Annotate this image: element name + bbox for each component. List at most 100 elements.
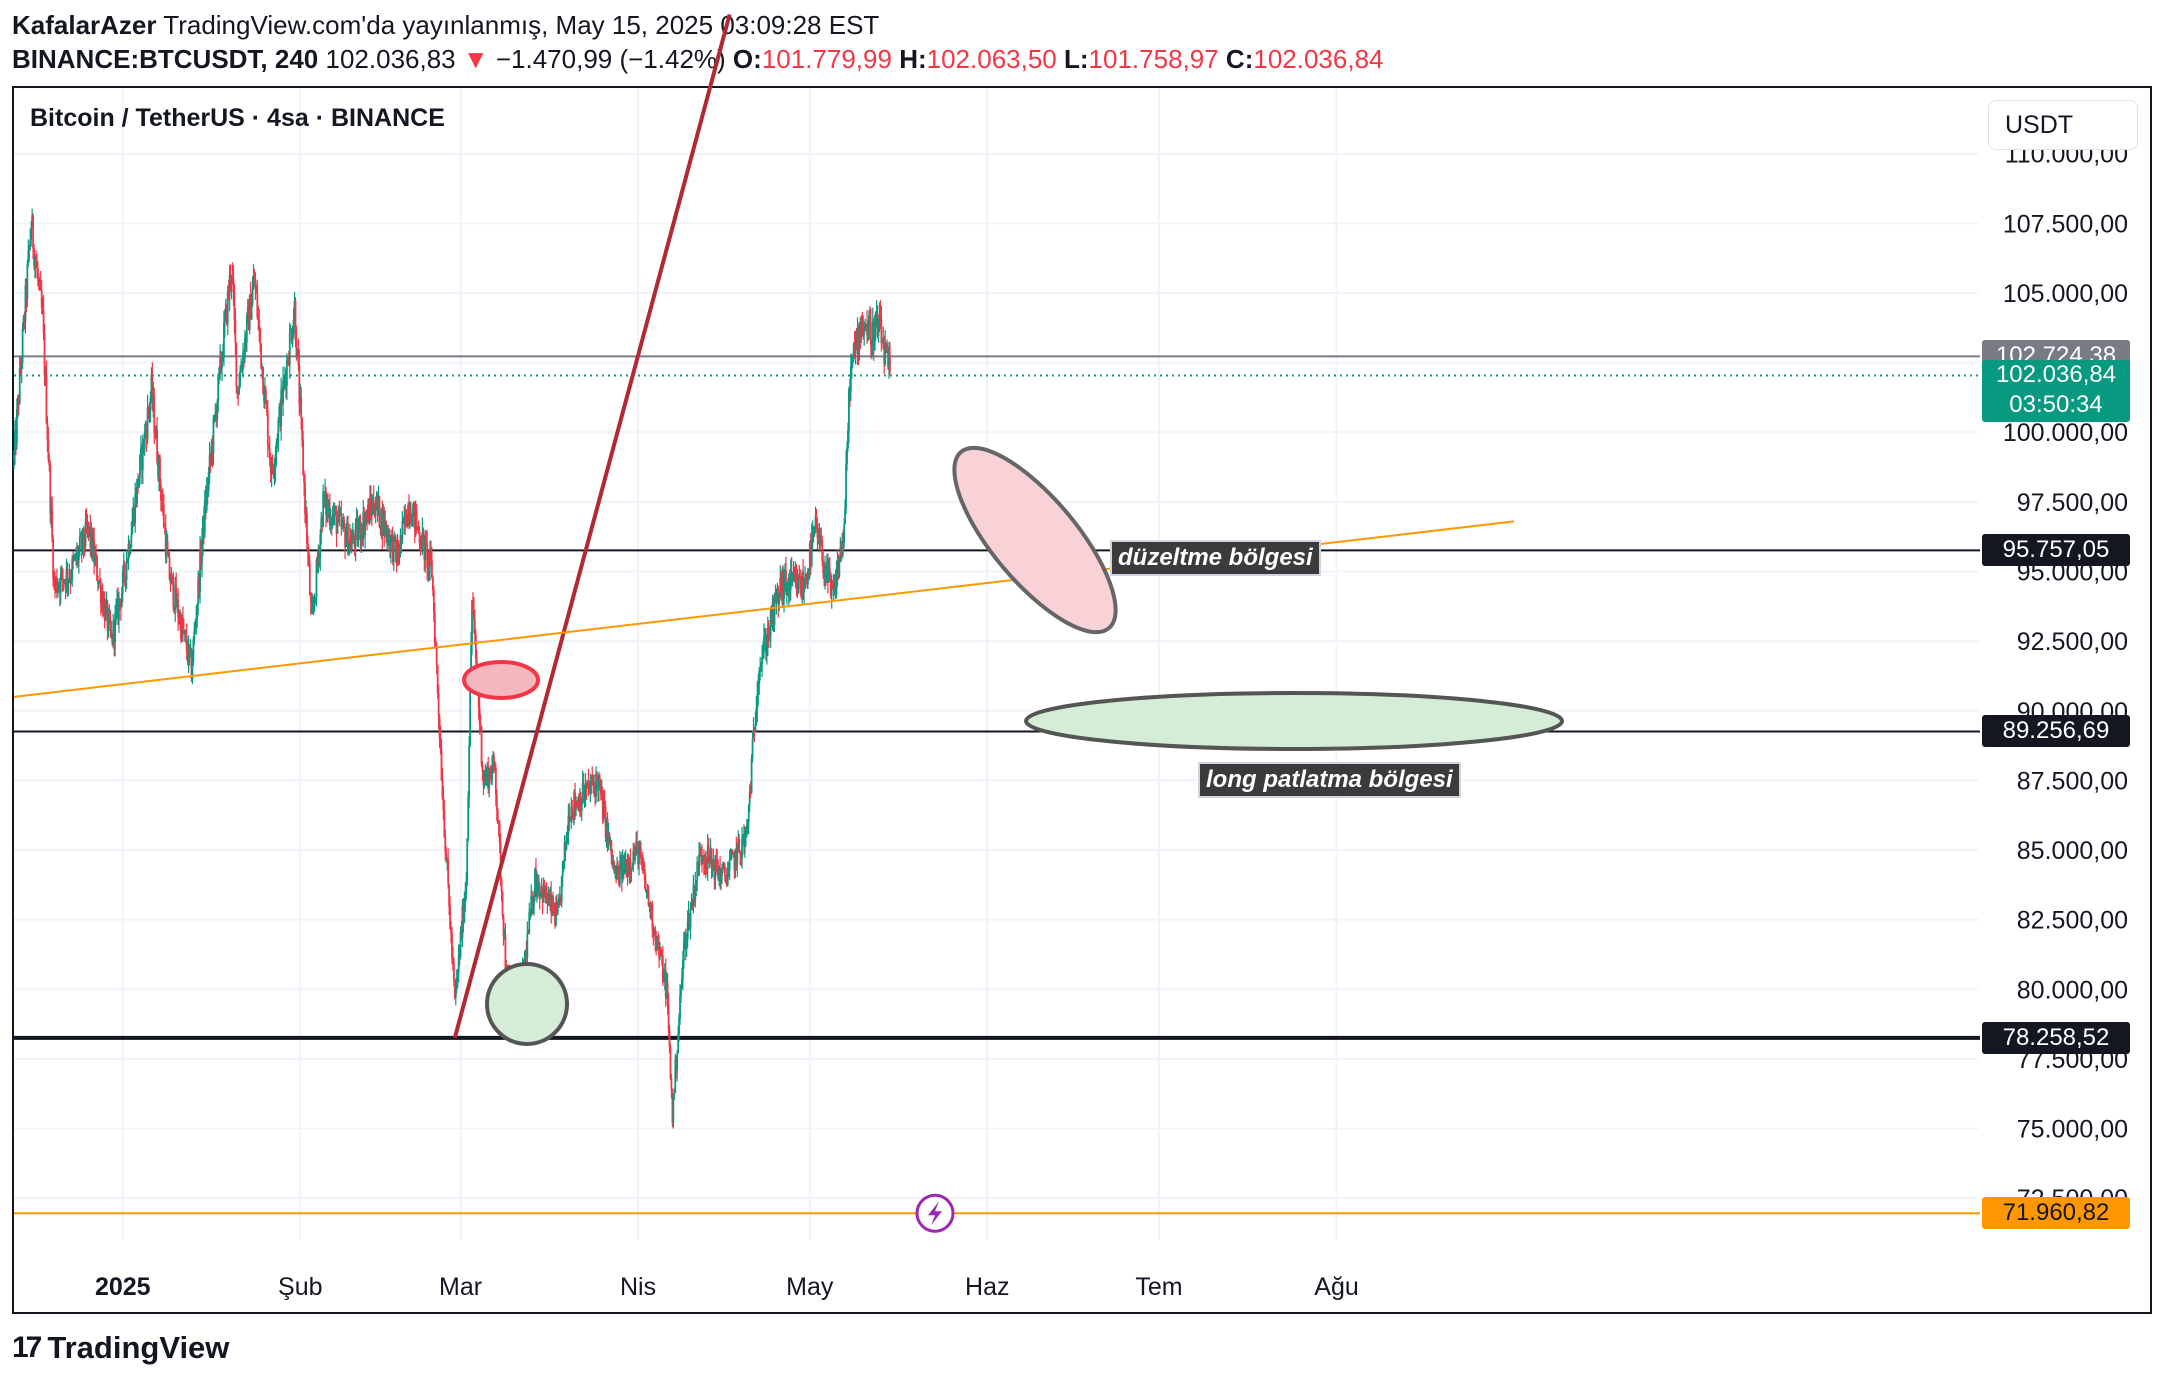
candle-body	[74, 553, 76, 559]
candle-body	[192, 639, 195, 663]
long-zone-label[interactable]: long patlatma bölgesi	[1198, 762, 1461, 798]
candle-body	[290, 330, 293, 342]
candle-body	[444, 837, 447, 852]
candle-body	[796, 582, 799, 593]
candle-body	[656, 936, 659, 950]
candle-body	[690, 901, 693, 909]
candle-body	[598, 779, 600, 791]
candle-body	[79, 535, 82, 537]
candle-body	[478, 707, 481, 724]
candle-body	[544, 886, 547, 898]
candle-body	[826, 561, 828, 580]
candle-body	[225, 304, 228, 324]
candle-body	[208, 454, 211, 473]
candle-body	[411, 522, 413, 527]
candle-body	[299, 397, 302, 405]
candle-body	[197, 577, 200, 605]
candle-body	[622, 857, 625, 875]
candle-body	[615, 871, 617, 880]
candle-body	[300, 397, 303, 418]
candle-body	[786, 582, 789, 594]
candle-body	[627, 864, 630, 873]
candle-body	[327, 501, 329, 512]
author-name[interactable]: KafalarAzer	[12, 10, 157, 40]
candle-body	[644, 881, 647, 891]
candle-body	[640, 848, 642, 859]
y-tick-label: 80.000,00	[2017, 976, 2128, 1004]
candle-body	[116, 598, 118, 609]
candle-body	[618, 870, 620, 885]
candle-body	[702, 856, 705, 865]
candle-body	[785, 570, 787, 592]
candle-body	[303, 474, 305, 483]
candle-body	[684, 935, 687, 949]
candle-body	[135, 494, 138, 504]
candle-body	[648, 904, 651, 906]
candle-body	[642, 868, 645, 872]
candle-body	[107, 613, 110, 631]
candle-body	[277, 420, 280, 443]
candle-body	[221, 358, 223, 369]
currency-button[interactable]: USDT	[1988, 100, 2138, 150]
tradingview-logo[interactable]: 17 TradingView	[12, 1330, 229, 1366]
candle-body	[469, 682, 472, 746]
candle-body	[795, 574, 798, 583]
candle-body	[691, 901, 694, 907]
candle-body	[663, 970, 666, 981]
candle-body	[240, 369, 242, 372]
candle-body	[538, 885, 541, 898]
candle-body	[279, 406, 282, 427]
candle-body	[402, 518, 405, 521]
candle-body	[554, 912, 556, 925]
candle-body	[365, 515, 367, 522]
y-tick-label: 107.500,00	[2003, 210, 2128, 238]
candle-body	[160, 484, 162, 501]
last-price-tag: 102.036,84 03:50:34	[1982, 359, 2130, 422]
candle-body	[570, 806, 573, 822]
candle-body	[601, 790, 604, 819]
candle-body	[573, 792, 576, 817]
candle-body	[354, 522, 357, 548]
candle-body	[249, 295, 252, 320]
candle-body	[449, 906, 451, 930]
candle-body	[673, 1092, 676, 1095]
candle-body	[56, 588, 59, 593]
candle-body	[325, 491, 327, 515]
candle-body	[57, 585, 60, 589]
candle-body	[332, 513, 335, 517]
candle-body	[842, 542, 845, 544]
candle-body	[51, 508, 54, 539]
candle-body	[336, 522, 339, 535]
candle-body	[847, 430, 849, 449]
candle-body	[414, 510, 417, 530]
candle-body	[238, 385, 241, 394]
candle-body	[113, 620, 116, 643]
correction-zone-label[interactable]: düzeltme bölgesi	[1110, 540, 1321, 576]
candle-body	[357, 530, 360, 540]
candle-body	[235, 342, 238, 387]
candle-body	[403, 518, 406, 524]
candle-body	[451, 932, 453, 958]
candle-body	[352, 532, 355, 541]
chart-frame	[12, 86, 2152, 1314]
candle-body	[666, 982, 669, 1005]
candle-body	[629, 859, 632, 872]
candle-body	[62, 579, 65, 583]
candle-body	[88, 526, 91, 528]
candle-body	[321, 518, 324, 527]
candle-body	[56, 578, 58, 593]
candle-body	[92, 539, 95, 558]
candle-body	[130, 533, 133, 547]
candle-body	[572, 815, 575, 817]
candle-body	[419, 543, 422, 547]
candle-body	[529, 911, 532, 913]
candle-body	[326, 501, 328, 515]
candle-body	[242, 353, 244, 369]
candle-body	[583, 796, 586, 801]
candle-body	[662, 980, 665, 982]
candle-body	[236, 386, 239, 391]
candle-body	[152, 396, 155, 403]
candle-body	[543, 884, 546, 898]
candle-body	[20, 362, 23, 370]
